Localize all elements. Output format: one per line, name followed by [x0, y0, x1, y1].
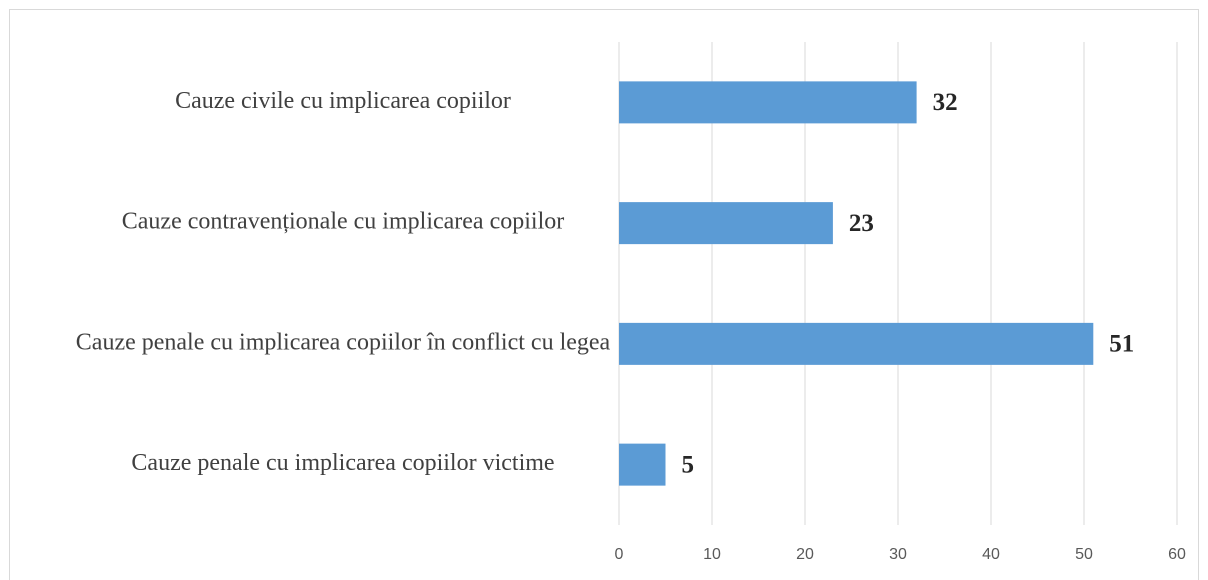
- data-label: 23: [849, 210, 874, 237]
- bar: [619, 322, 1094, 365]
- data-label: 32: [933, 89, 958, 116]
- y-tick-label: Cauze penale cu implicarea copiilor în c…: [76, 329, 611, 355]
- bar: [619, 443, 666, 486]
- x-tick-label: 0: [615, 546, 624, 563]
- x-tick-label: 20: [796, 546, 814, 563]
- chart-border: [9, 9, 1199, 580]
- bar: [619, 81, 917, 124]
- bar: [619, 202, 833, 245]
- y-tick-label: Cauze civile cu implicarea copiilor: [175, 88, 511, 114]
- x-tick-label: 30: [889, 546, 907, 563]
- x-tick-label: 50: [1075, 546, 1093, 563]
- x-tick-label: 10: [703, 546, 721, 563]
- x-tick-label: 60: [1168, 546, 1186, 563]
- y-tick-label: Cauze penale cu implicarea copiilor vict…: [131, 450, 554, 476]
- y-tick-label: Cauze contravenționale cu implicarea cop…: [122, 209, 564, 235]
- x-tick-label: 40: [982, 546, 1000, 563]
- data-label: 5: [682, 451, 695, 478]
- data-label: 51: [1109, 331, 1134, 358]
